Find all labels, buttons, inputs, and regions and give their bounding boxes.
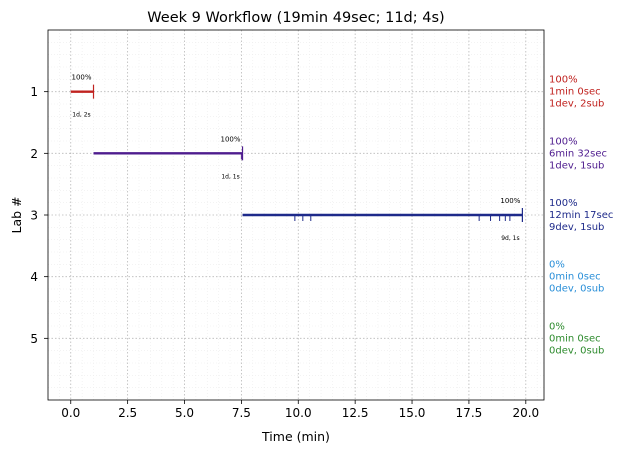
x-tick-label: 10.0: [285, 406, 312, 420]
lab-2-count-label: 1d, 1s: [221, 173, 239, 180]
lab-5-summary-line: 0min 0sec: [549, 333, 601, 344]
lab-2-summary-line: 100%: [549, 136, 578, 147]
lab-4-summary-line: 0min 0sec: [549, 272, 601, 283]
x-axis-label: Time (min): [261, 429, 330, 444]
lab-3-summary-line: 9dev, 1sub: [549, 222, 604, 233]
lab-1-percent-label: 100%: [71, 74, 91, 82]
lab-3-summary-line: 100%: [549, 198, 578, 209]
lab-4-summary-line: 0dev, 0sub: [549, 284, 604, 295]
lab-1-summary-line: 1min 0sec: [549, 87, 601, 98]
lab-5-summary-line: 0%: [549, 321, 565, 332]
y-tick-label: 1: [30, 85, 38, 99]
chart-title: Week 9 Workflow (19min 49sec; 11d; 4s): [147, 10, 444, 26]
lab-bars: 100% 1d, 2s 100% 1d, 1s 100% 9d, 1s: [70, 74, 523, 242]
x-tick-label: 17.5: [456, 406, 483, 420]
lab-2-summary-line: 6min 32sec: [549, 148, 607, 159]
lab-3-summary-line: 12min 17sec: [549, 210, 613, 221]
lab-1-summary-line: 100%: [549, 75, 578, 86]
x-tick-label: 7.5: [232, 406, 251, 420]
x-axis-ticks: 0.0 2.5 5.0 7.5 10.0 12.5 15.0 17.5 20.0: [61, 400, 539, 420]
lab-5-summary-line: 0dev, 0sub: [549, 345, 604, 356]
lab-3-count-label: 9d, 1s: [501, 235, 519, 242]
y-tick-label: 4: [30, 270, 38, 284]
x-tick-label: 20.0: [512, 406, 539, 420]
lab-3-percent-label: 100%: [500, 197, 520, 205]
lab-2-percent-label: 100%: [221, 135, 241, 143]
y-tick-label: 3: [30, 209, 38, 223]
x-tick-label: 2.5: [118, 406, 137, 420]
x-tick-label: 12.5: [342, 406, 369, 420]
x-tick-label: 0.0: [61, 406, 80, 420]
y-axis-ticks: 1 2 3 4 5: [30, 85, 48, 346]
x-tick-label: 5.0: [175, 406, 194, 420]
y-tick-label: 2: [30, 147, 38, 161]
lab-1-summary-line: 1dev, 2sub: [549, 99, 604, 110]
lab-4-summary-line: 0%: [549, 260, 565, 271]
x-tick-label: 15.0: [399, 406, 426, 420]
y-tick-label: 5: [30, 332, 38, 346]
lab-1-count-label: 1d, 2s: [72, 112, 90, 119]
y-axis-label: Lab #: [9, 196, 24, 233]
lab-2-summary-line: 1dev, 1sub: [549, 160, 604, 171]
